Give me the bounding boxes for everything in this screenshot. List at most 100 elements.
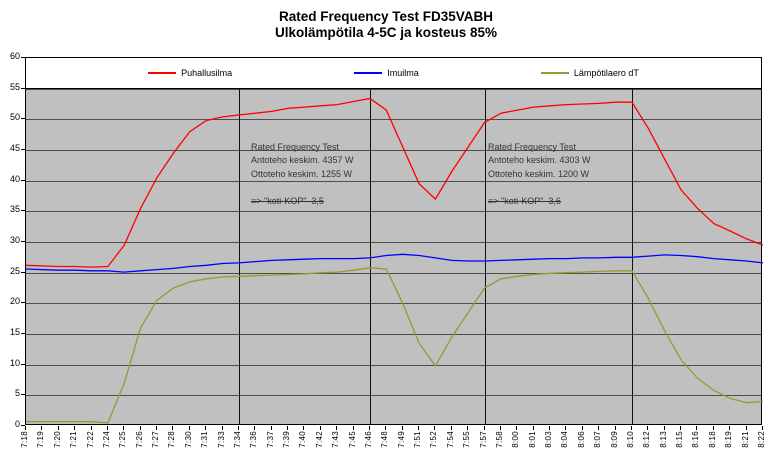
y-axis-tick (21, 302, 25, 304)
x-axis-label: 7:31 (200, 431, 210, 448)
x-axis-label: 7:25 (118, 431, 128, 448)
x-axis-tick (696, 426, 698, 430)
y-axis-label: 45 (9, 143, 20, 153)
x-axis-label: 8:16 (691, 431, 701, 448)
h-gridline (26, 88, 761, 90)
x-axis-label: 8:19 (724, 431, 734, 448)
x-axis-label: 8:13 (658, 431, 668, 448)
x-axis-tick (385, 426, 387, 430)
annotation-box: Rated Frequency Test Antoteho keskim. 435… (251, 141, 354, 208)
y-axis-tick (21, 241, 25, 242)
x-axis-label: 8:12 (642, 431, 652, 448)
y-axis-tick (21, 87, 25, 89)
x-axis-label: 8:00 (511, 431, 521, 448)
x-axis-tick (25, 426, 26, 430)
x-axis-label: 7:51 (413, 431, 423, 448)
x-axis-label: 7:43 (331, 431, 341, 448)
x-axis-label: 7:48 (380, 431, 390, 448)
legend-label: Lämpötilaero dT (573, 68, 639, 78)
h-gridline (26, 180, 761, 182)
x-axis-label: 7:40 (298, 431, 308, 448)
chart-title: Rated Frequency Test FD35VABH Ulkolämpöt… (0, 9, 772, 41)
x-axis-label: 7:30 (183, 431, 193, 448)
h-gridline (26, 334, 761, 335)
legend-line-sample (540, 72, 569, 74)
y-axis-tick (21, 394, 25, 396)
x-axis-tick (712, 426, 714, 430)
h-gridline (26, 150, 761, 151)
x-axis-label: 8:09 (609, 431, 619, 448)
y-axis-tick (21, 118, 25, 120)
legend-item: Puhallusilma (148, 68, 232, 78)
x-axis-tick (434, 426, 436, 430)
x-axis-tick (221, 426, 223, 430)
annotation-box: Rated Frequency Test Antoteho keskim. 430… (488, 141, 591, 208)
x-axis-label: 8:04 (560, 431, 570, 448)
x-axis-tick (745, 426, 747, 430)
annotation-line: Antoteho keskim. 4357 W (251, 155, 354, 166)
x-axis-tick (139, 426, 141, 430)
legend-line-sample (148, 72, 177, 74)
x-axis-tick (614, 426, 616, 430)
legend-line-sample (354, 72, 383, 74)
x-axis-label: 8:10 (625, 431, 635, 448)
legend-item: Lämpötilaero dT (540, 68, 639, 78)
x-axis-label: 8:18 (707, 431, 717, 448)
y-axis-tick (21, 179, 25, 181)
annotation-line: => "koti-KOP" 3,6 (488, 195, 561, 206)
x-axis-tick (499, 426, 501, 430)
y-axis-label: 5 (14, 388, 20, 399)
y-axis-label: 55 (9, 81, 20, 92)
legend-label: Puhallusilma (181, 68, 233, 78)
x-axis-label: 7:24 (101, 431, 111, 448)
y-axis-label: 0 (14, 419, 20, 429)
x-axis-tick (598, 426, 600, 430)
plot-area: Puhallusilma Imuilma Lämpötilaero dT Rated… (25, 57, 764, 425)
h-gridline (26, 242, 761, 243)
x-axis-tick (205, 426, 207, 430)
x-axis-label: 8:07 (593, 431, 603, 448)
x-axis-label: 7:28 (167, 431, 177, 448)
x-axis-label: 7:18 (20, 431, 29, 448)
legend-item: Imuilma (354, 68, 419, 78)
x-axis-label: 8:21 (740, 431, 750, 448)
x-axis-tick (565, 426, 567, 430)
x-axis-label: 7:55 (462, 431, 472, 448)
x-axis-label: 8:15 (675, 431, 685, 448)
annotation-line: Ottoteho keskim. 1255 W (251, 168, 353, 179)
x-axis-label: 7:19 (36, 431, 46, 448)
h-gridline (26, 395, 761, 397)
section-divider-line (631, 89, 633, 424)
x-axis-label: 8:03 (544, 431, 554, 448)
y-axis-label: 35 (9, 204, 20, 215)
x-axis-tick (287, 426, 289, 430)
y-axis-label: 10 (9, 357, 20, 368)
x-axis-label: 7:20 (52, 431, 62, 448)
x-axis-label: 7:54 (445, 431, 455, 448)
x-axis-label: 8:22 (757, 431, 766, 448)
h-gridline (26, 364, 761, 366)
chart-title-line2: Ulkolämpötila 4-5C ja kosteus 85% (274, 25, 498, 40)
h-gridline (26, 303, 761, 305)
x-axis-tick (401, 426, 403, 430)
h-gridline (26, 211, 761, 213)
series-line-puhallusilma (25, 97, 764, 268)
y-axis-label: 15 (9, 327, 20, 337)
x-axis-tick (319, 426, 321, 430)
y-axis-label: 50 (9, 112, 20, 123)
x-axis-tick (647, 426, 649, 430)
x-axis-label: 7:26 (134, 431, 144, 448)
x-axis-label: 7:45 (347, 431, 357, 448)
x-axis-label: 7:27 (151, 431, 161, 448)
section-divider-line (238, 89, 240, 424)
y-axis-tick (21, 57, 25, 58)
y-axis-tick (21, 333, 25, 334)
x-axis-label: 7:21 (69, 431, 79, 448)
x-axis-tick (467, 426, 469, 430)
legend: Puhallusilma Imuilma Lämpötilaero dT (26, 58, 761, 89)
x-axis-label: 7:22 (85, 431, 95, 448)
x-axis-label: 8:01 (527, 431, 537, 448)
x-axis-tick (418, 426, 420, 430)
x-axis-tick (516, 426, 518, 430)
